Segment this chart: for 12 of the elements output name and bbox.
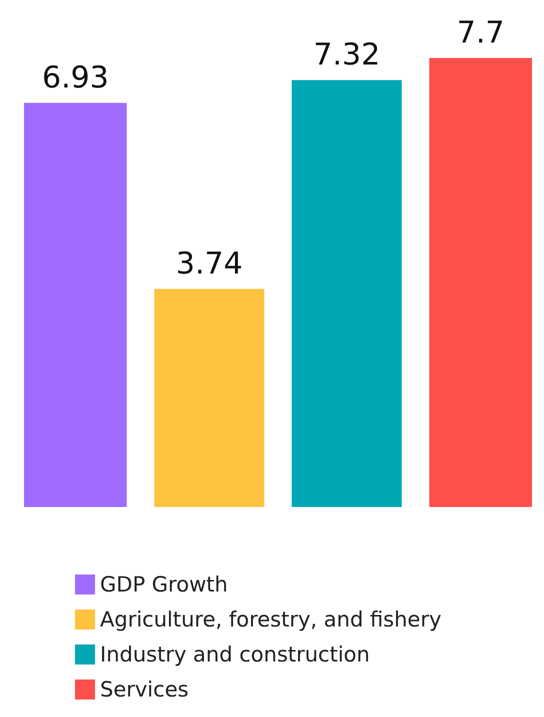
data-label: 7.32 (313, 38, 380, 73)
bar (429, 58, 532, 507)
legend-label: Industry and construction (100, 642, 370, 666)
bar (154, 288, 264, 507)
bar (24, 102, 127, 507)
data-label: 7.7 (456, 16, 504, 50)
legend-label: GDP Growth (100, 572, 228, 596)
data-label: 6.93 (42, 60, 109, 96)
legend-label: Agriculture, forestry, and fishery (100, 608, 442, 632)
bar (292, 80, 402, 507)
data-label: 3.74 (176, 246, 243, 282)
legend-label: Services (100, 678, 189, 702)
